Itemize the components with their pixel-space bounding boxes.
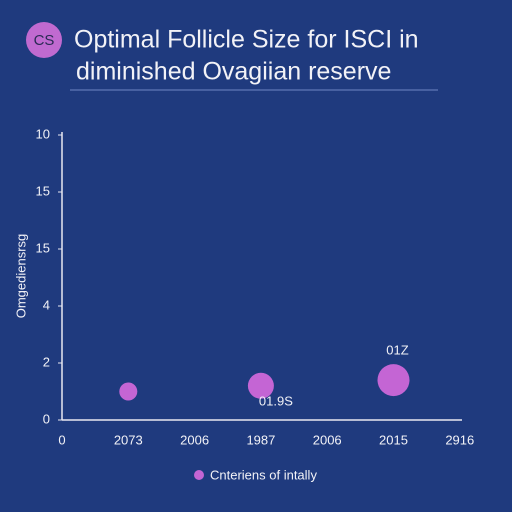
y-tick-label: 2 <box>43 354 50 369</box>
bubble <box>119 382 138 401</box>
x-tick-label: 2006 <box>180 432 209 447</box>
legend-swatch <box>194 470 204 480</box>
bubble <box>247 372 274 399</box>
chart-title: Optimal Follicle Size for ISCI in <box>74 26 419 54</box>
y-axis-label: Omgediensrsg <box>13 234 28 319</box>
bubble <box>377 364 410 397</box>
y-tick-label: 10 <box>36 126 50 141</box>
y-tick-label: 15 <box>36 183 50 198</box>
x-tick-label: 2073 <box>114 432 143 447</box>
x-tick-label: 2015 <box>379 432 408 447</box>
y-tick-label: 4 <box>43 297 50 312</box>
x-tick-label: 0 <box>58 432 65 447</box>
y-tick-label: 15 <box>36 240 50 255</box>
badge-text: CS <box>34 32 55 49</box>
annotation: 01Z <box>386 342 408 357</box>
x-tick-label: 1987 <box>246 432 275 447</box>
annotation: 01.9S <box>259 393 293 408</box>
x-tick-label: 2916 <box>445 432 474 447</box>
chart-subtitle: diminished Ovagiian reserve <box>76 58 391 86</box>
y-tick-label: 0 <box>43 411 50 426</box>
badge-circle <box>26 22 62 58</box>
legend-label: Cnteriens of intally <box>210 467 317 482</box>
x-tick-label: 2006 <box>313 432 342 447</box>
